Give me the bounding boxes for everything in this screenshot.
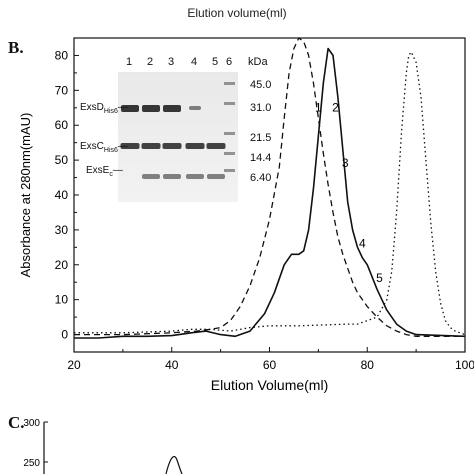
peak-fraction-label: 5	[376, 271, 383, 285]
y-tick-label: 60	[55, 118, 69, 132]
gel-bands	[120, 82, 235, 179]
gel-band-name: ExsC	[80, 141, 104, 152]
gel-ladder-band	[224, 82, 235, 85]
gel-image	[118, 72, 238, 202]
panel-c-label: C.	[8, 413, 25, 432]
gel-band-exse	[163, 174, 181, 179]
y-tick-label: 50	[55, 153, 69, 167]
gel-band-pointer: —	[117, 102, 128, 113]
gel-band-exsd	[142, 105, 160, 112]
series-dashed-line	[74, 37, 465, 337]
y-tick-label: 30	[55, 223, 69, 237]
gel-band-exsc	[120, 143, 140, 149]
gel-lane-number: 2	[147, 56, 154, 68]
gel-marker-label: 31.0	[250, 102, 272, 114]
gel-band-exsd	[189, 106, 201, 110]
y-tick-label: 20	[55, 258, 69, 272]
panel-b-label: B.	[8, 38, 24, 57]
gel-band-label: ExsEc—	[86, 165, 123, 178]
gel-marker-label: 45.0	[250, 79, 272, 91]
gel-band-exsc	[141, 143, 161, 149]
panel-c-y-tick-label: 300	[23, 418, 40, 429]
peak-fraction-label: 4	[359, 236, 366, 250]
gel-band-label: ExsDHis6—	[80, 102, 128, 115]
x-axis-label: Elution Volume(ml)	[211, 377, 329, 393]
gel-band-subscript: His6	[103, 147, 118, 154]
panel-c-axes: 300 250	[23, 418, 183, 474]
gel-band-label: ExsCHis6—	[80, 141, 128, 154]
gel-svg	[118, 72, 238, 202]
gel-band-exse	[207, 174, 225, 179]
gel-background	[118, 72, 238, 202]
annotation-layer: 1 2 3 4 5	[315, 100, 383, 285]
y-axis-label: Absorbance at 280nm(mAU)	[18, 113, 33, 278]
panel-c-peak-line	[165, 455, 183, 474]
gel-band-exsd	[121, 105, 139, 112]
gel-band-name: ExsD	[80, 102, 104, 113]
gel-ladder-band	[224, 102, 235, 105]
gel-lane-number: 4	[191, 56, 198, 68]
gel-band-exse	[142, 174, 160, 179]
panel-c-y-tick-label: 250	[23, 458, 40, 469]
gel-lane-number: 5	[212, 56, 219, 68]
gel-band-subscript: c	[109, 171, 113, 178]
gel-lane-number: 6	[226, 56, 233, 68]
gel-lane-number: 1	[126, 56, 133, 68]
y-tick-label: 40	[55, 188, 69, 202]
gel-ladder-band	[224, 152, 235, 155]
gel-ladder-band	[224, 169, 235, 172]
gel-marker-label: 21.5	[250, 132, 272, 144]
y-tick-label: 70	[55, 83, 69, 97]
peak-fraction-label: 3	[342, 156, 349, 170]
y-tick-label: 80	[55, 48, 69, 62]
gel-band-exse	[186, 174, 204, 179]
gel-band-subscript: His6	[103, 108, 118, 115]
x-tick-label: 80	[361, 358, 375, 372]
gel-band-name: ExsE	[86, 165, 110, 176]
x-tick-label: 40	[165, 358, 179, 372]
series-layer	[74, 37, 466, 339]
y-tick-label: 0	[61, 328, 68, 342]
gel-marker-label: 6.40	[250, 172, 272, 184]
peak-fraction-label: 1	[315, 100, 322, 114]
series-dotted-line	[74, 51, 466, 336]
peak-fraction-label: 2	[332, 100, 339, 114]
y-tick-label: 10	[55, 293, 69, 307]
x-tick-label: 100	[455, 358, 474, 372]
gel-marker-label: 14.4	[250, 152, 272, 164]
gel-band-exsc	[185, 143, 205, 149]
x-tick-label: 20	[67, 358, 81, 372]
tick-layer: 20 40 60 80 100 0 10 20 30 40 50 60 70 80	[55, 48, 474, 372]
gel-band-exsc	[162, 143, 182, 149]
series-solid-line	[74, 47, 466, 339]
gel-band-exsc	[206, 143, 226, 149]
x-tick-label: 60	[263, 358, 277, 372]
gel-band-exsd	[163, 105, 181, 112]
gel-lane-number: 3	[168, 56, 175, 68]
gel-band-pointer: —	[117, 141, 128, 152]
gel-unit-label: kDa	[248, 56, 268, 68]
gel-band-pointer: —	[112, 165, 123, 176]
header-title: Elution volume(ml)	[187, 6, 287, 20]
gel-ladder-band	[224, 132, 235, 135]
